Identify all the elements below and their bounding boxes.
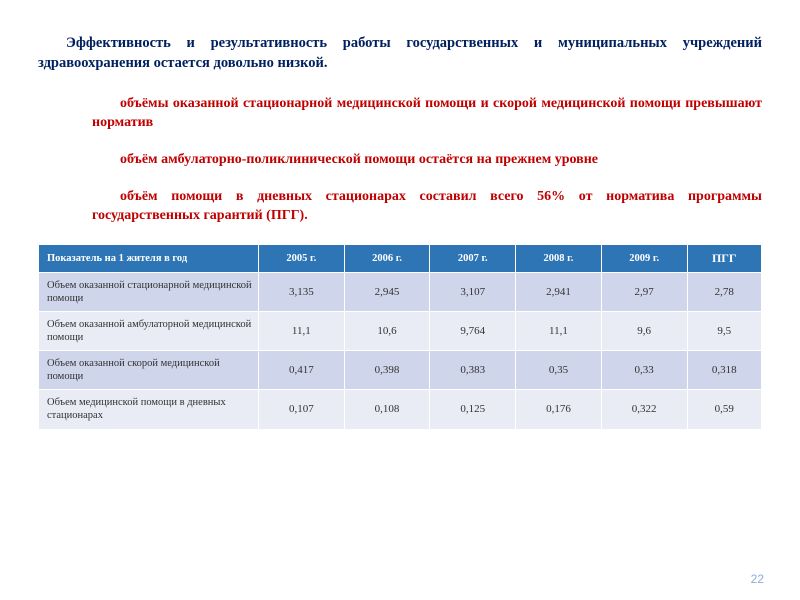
cell: 0,59 (687, 390, 761, 429)
slide-container: Эффективность и результативность работы … (0, 0, 800, 600)
table-row: Объем оказанной скорой медицинской помощ… (39, 351, 762, 390)
cell: 2,97 (601, 272, 687, 311)
cell: 9,5 (687, 311, 761, 350)
row-label: Объем оказанной стационарной медицинской… (39, 272, 259, 311)
title-paragraph: Эффективность и результативность работы … (38, 33, 762, 74)
cell: 0,383 (430, 351, 516, 390)
cell: 3,135 (259, 272, 345, 311)
row-label: Объем медицинской помощи в дневных стаци… (39, 390, 259, 429)
body-paragraph-3: объём помощи в дневных стационарах соста… (38, 188, 762, 226)
cell: 0,417 (259, 351, 345, 390)
cell: 0,125 (430, 390, 516, 429)
col-header-2006: 2006 г. (344, 244, 430, 272)
col-header-indicator: Показатель на 1 жителя в год (39, 244, 259, 272)
cell: 2,941 (516, 272, 602, 311)
table-row: Объем оказанной стационарной медицинской… (39, 272, 762, 311)
table-header-row: Показатель на 1 жителя в год 2005 г. 200… (39, 244, 762, 272)
col-header-2009: 2009 г. (601, 244, 687, 272)
body-paragraph-2: объём амбулаторно-поликлинической помощи… (38, 151, 762, 170)
cell: 0,35 (516, 351, 602, 390)
cell: 0,176 (516, 390, 602, 429)
table-row: Объем оказанной амбулаторной медицинской… (39, 311, 762, 350)
cell: 2,78 (687, 272, 761, 311)
metrics-table: Показатель на 1 жителя в год 2005 г. 200… (38, 244, 762, 430)
table-row: Объем медицинской помощи в дневных стаци… (39, 390, 762, 429)
row-label: Объем оказанной амбулаторной медицинской… (39, 311, 259, 350)
row-label: Объем оказанной скорой медицинской помощ… (39, 351, 259, 390)
page-number: 22 (751, 572, 764, 586)
cell: 9,6 (601, 311, 687, 350)
cell: 10,6 (344, 311, 430, 350)
col-header-pgg: ПГГ (687, 244, 761, 272)
cell: 0,322 (601, 390, 687, 429)
body-paragraph-1: объёмы оказанной стационарной медицинско… (38, 95, 762, 133)
cell: 0,318 (687, 351, 761, 390)
col-header-2008: 2008 г. (516, 244, 602, 272)
cell: 0,398 (344, 351, 430, 390)
cell: 0,108 (344, 390, 430, 429)
col-header-2007: 2007 г. (430, 244, 516, 272)
cell: 2,945 (344, 272, 430, 311)
cell: 11,1 (516, 311, 602, 350)
cell: 9,764 (430, 311, 516, 350)
cell: 0,33 (601, 351, 687, 390)
cell: 0,107 (259, 390, 345, 429)
cell: 11,1 (259, 311, 345, 350)
col-header-2005: 2005 г. (259, 244, 345, 272)
cell: 3,107 (430, 272, 516, 311)
